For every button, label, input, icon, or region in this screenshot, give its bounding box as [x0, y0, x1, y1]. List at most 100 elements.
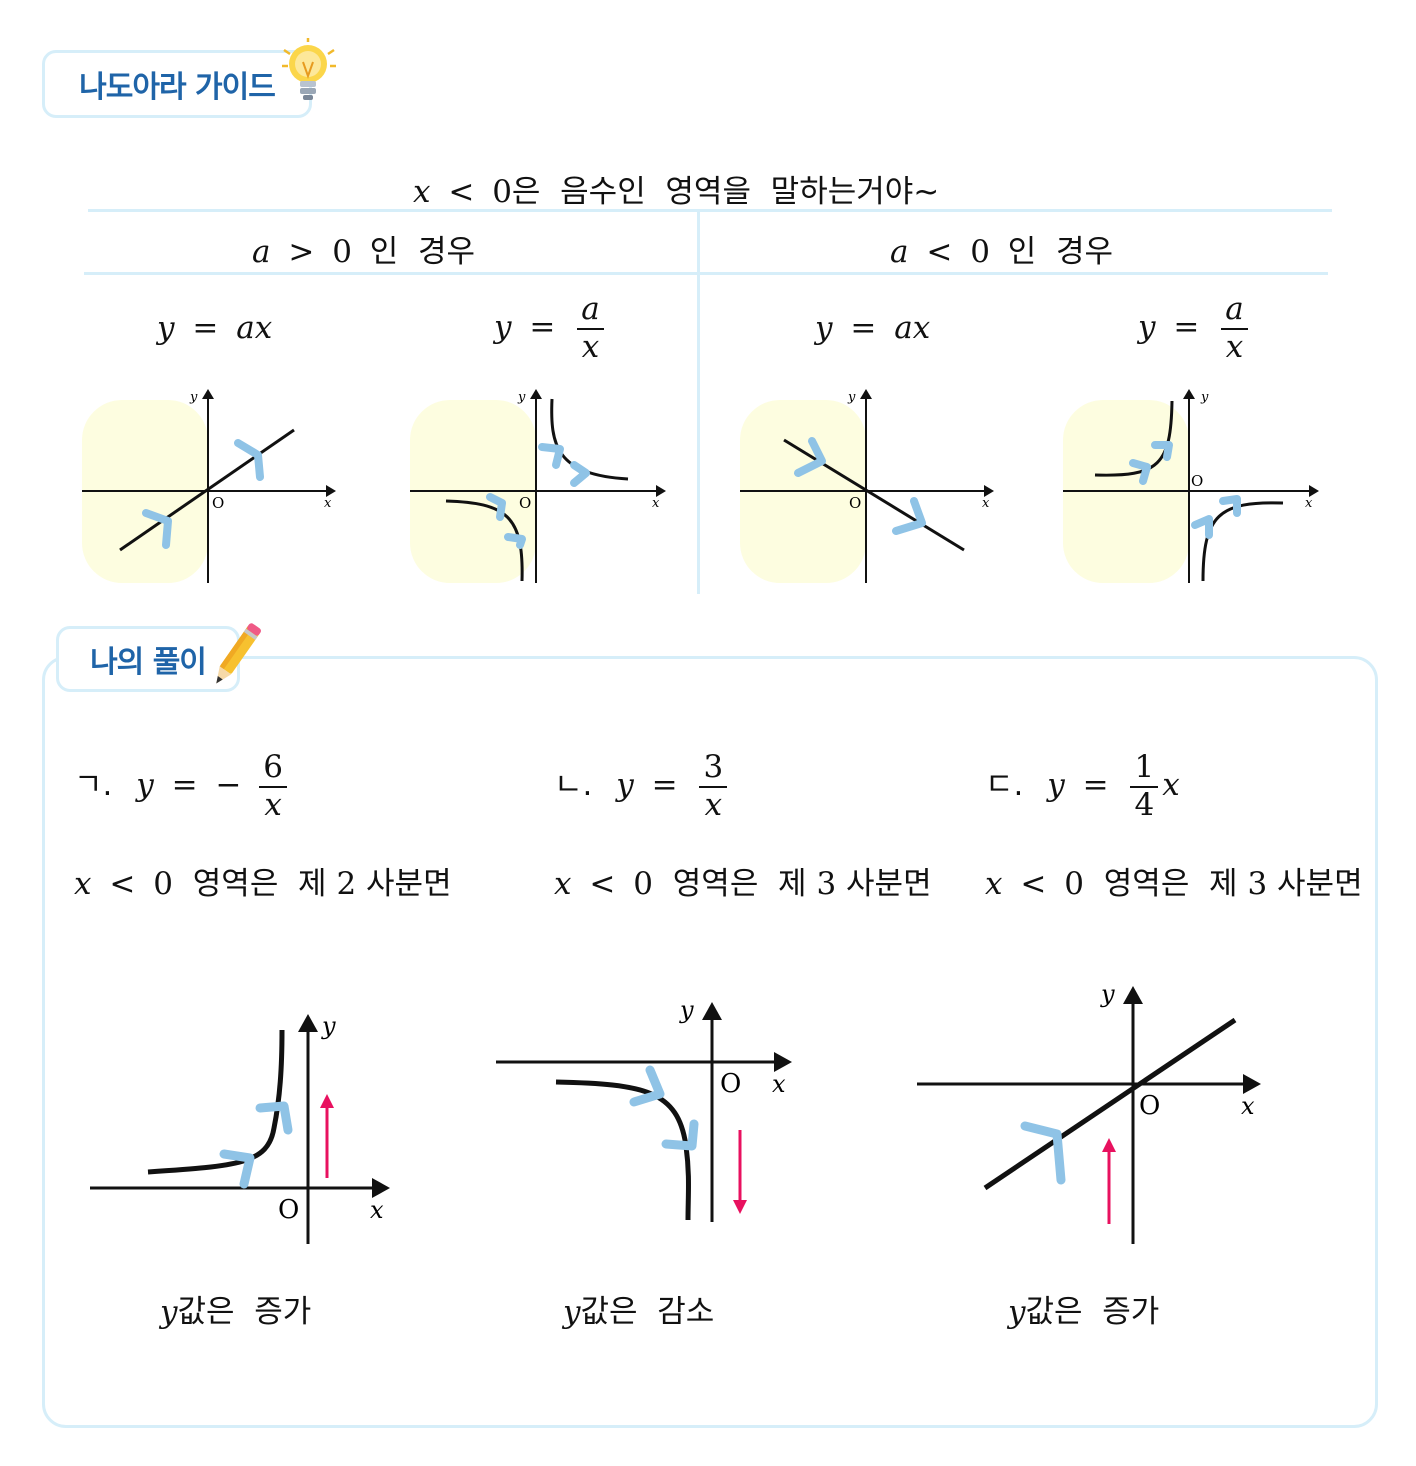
- guide-divider: [697, 212, 700, 594]
- guide-header-rule: [84, 272, 1328, 275]
- result-text: 값은 증가: [1025, 1294, 1160, 1330]
- equation-eq: =: [1082, 767, 1109, 804]
- formula-lhs: y: [494, 309, 512, 346]
- origin-label: O: [849, 494, 861, 512]
- graph-curve: [1201, 501, 1284, 582]
- direction-chevron: [234, 439, 264, 481]
- condition-text: 영역은 제: [192, 866, 327, 902]
- condition-quadrant-word: 사분면: [366, 866, 452, 902]
- result-var: y: [1008, 1294, 1026, 1330]
- fraction-denominator: x: [704, 786, 723, 823]
- y-axis-label: y: [679, 996, 694, 1024]
- condition-text: 영역은 제: [1103, 866, 1238, 902]
- condition-zero: 0: [633, 866, 653, 902]
- graph-curve: [550, 398, 629, 481]
- origin-label: O: [212, 494, 224, 512]
- direction-chevron: [570, 461, 590, 487]
- formula-eq: =: [529, 309, 556, 346]
- right-header-zero: 0: [970, 234, 990, 270]
- solution-graph-1: x y O: [90, 1012, 390, 1244]
- solution-graph-3: x y O: [917, 980, 1261, 1244]
- fraction-numerator: 6: [259, 749, 288, 788]
- intro-op: <: [448, 174, 475, 210]
- direction-chevron: [486, 493, 506, 521]
- direction-chevron: [661, 1119, 699, 1151]
- x-axis-label: x: [1305, 496, 1313, 511]
- fraction-denominator: x: [581, 328, 600, 365]
- result-text: 값은 감소: [580, 1294, 715, 1330]
- item-marker: ㄴ.: [554, 767, 593, 804]
- guide-tab: 나도아라 가이드: [42, 50, 312, 118]
- guide-graph-inverse-pos: x y O: [410, 389, 666, 583]
- x-axis-label: x: [324, 496, 332, 511]
- condition-var: x: [554, 866, 572, 902]
- guide-graph-linear-pos: x y O: [82, 389, 336, 583]
- condition-op: <: [1020, 866, 1047, 902]
- solution-tab: 나의 풀이: [56, 626, 240, 692]
- direction-chevron: [794, 437, 826, 477]
- fraction-denominator: 4: [1134, 786, 1155, 823]
- formula-rhs: ax: [236, 310, 273, 346]
- formula-lhs: y: [1138, 309, 1156, 346]
- direction-chevron: [538, 443, 564, 469]
- origin-label: O: [278, 1195, 299, 1225]
- x-axis-label: x: [1241, 1092, 1255, 1120]
- equation-sign: −: [215, 767, 242, 804]
- graph-curve: [1094, 400, 1174, 477]
- formula-rhs: ax: [894, 310, 931, 346]
- graph-line: [783, 438, 965, 552]
- direction-chevron: [1020, 1121, 1066, 1185]
- solution-condition-2: x < 0 영역은 제 3 사분면: [554, 858, 932, 903]
- x-axis-label: x: [370, 1196, 384, 1224]
- left-header-zero: 0: [332, 234, 352, 270]
- direction-chevron: [219, 1149, 255, 1189]
- direction-chevron: [1129, 459, 1151, 485]
- y-axis-label: y: [517, 390, 526, 405]
- formula-eq: =: [850, 310, 877, 346]
- origin-label: O: [720, 1069, 741, 1099]
- equation-tail: x: [1162, 767, 1180, 804]
- left-header-var: a: [252, 234, 271, 270]
- y-axis-label: y: [1100, 980, 1115, 1008]
- left-header: a > 0 인 경우: [252, 226, 475, 271]
- result-var: y: [563, 1294, 581, 1330]
- solution-tab-label: 나의 풀이: [90, 645, 207, 680]
- graph-line: [119, 428, 295, 552]
- fraction-numerator: a: [577, 291, 604, 330]
- pencil-icon: [216, 623, 261, 684]
- direction-chevron: [1151, 441, 1173, 461]
- condition-quadrant-word: 사분면: [1277, 866, 1363, 902]
- direction-chevron: [629, 1065, 665, 1107]
- y-axis-label: y: [189, 390, 198, 405]
- solution-result-3: y값은 증가: [1008, 1286, 1159, 1331]
- solution-result-2: y값은 감소: [563, 1286, 714, 1331]
- condition-op: <: [589, 866, 616, 902]
- condition-quadrant-word: 사분면: [846, 866, 932, 902]
- x-axis-label: x: [772, 1070, 786, 1098]
- direction-chevron: [504, 533, 526, 549]
- result-var: y: [160, 1294, 178, 1330]
- fraction-denominator: x: [264, 786, 282, 823]
- condition-op: <: [109, 866, 136, 902]
- guide-top-rule: [88, 209, 1332, 212]
- formula-linear-pos: y = ax: [157, 310, 272, 346]
- solution-condition-3: x < 0 영역은 제 3 사분면: [985, 858, 1363, 903]
- condition-quadrant: 3: [1247, 866, 1268, 902]
- y-axis-label: y: [1200, 390, 1209, 405]
- graph-curve: [147, 1029, 285, 1175]
- graph-line: [983, 1017, 1237, 1191]
- solution-condition-1: x < 0 영역은 제 2 사분면: [74, 858, 452, 903]
- equation-eq: =: [171, 767, 198, 804]
- guide-graph-inverse-neg: x y O: [1063, 389, 1319, 583]
- graph-curve: [445, 499, 524, 582]
- solution-box: [42, 656, 1378, 1428]
- x-axis-label: x: [982, 496, 990, 511]
- intro-text: 은 음수인 영역을 말하는거야~: [511, 174, 940, 210]
- fraction-numerator: 1: [1130, 749, 1159, 788]
- item-marker: ㄷ.: [985, 767, 1024, 804]
